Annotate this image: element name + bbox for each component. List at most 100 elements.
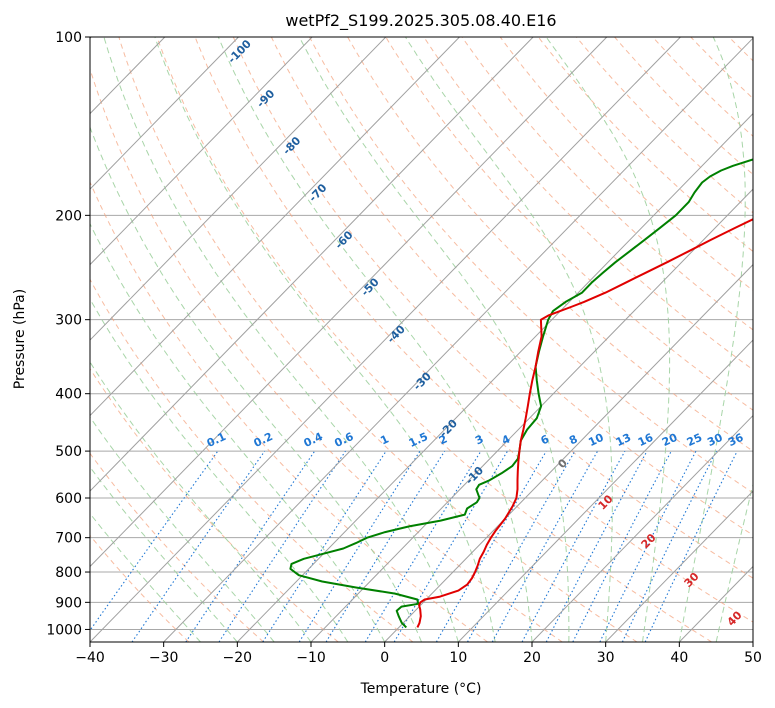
moist-adiabat-line	[90, 222, 386, 642]
isotherm-label: -40	[385, 322, 408, 346]
isotherm-label: -60	[332, 228, 355, 252]
dry-adiabat-line	[90, 367, 339, 642]
y-tick-label: 800	[55, 565, 82, 581]
isotherm-line	[90, 37, 681, 642]
mixing-ratio-line	[185, 450, 316, 642]
moist-adiabat-line	[545, 37, 671, 642]
moist-adiabat-line	[90, 512, 201, 642]
isotherm-line	[90, 37, 387, 341]
x-tick-label: 0	[380, 650, 389, 666]
x-tick-label: 50	[744, 650, 762, 666]
mixing-ratio-line	[393, 450, 508, 642]
y-tick-label: 1000	[46, 622, 82, 638]
moist-adiabat-line	[405, 37, 613, 642]
mixing-ratio-label: 0.1	[205, 430, 228, 450]
isotherm-label: 10	[596, 492, 616, 512]
mixing-ratio-label: 13	[614, 431, 633, 449]
moist-adiabat-line	[90, 466, 238, 642]
mixing-ratio-line	[90, 450, 219, 632]
mixing-ratio-label: 25	[685, 431, 704, 449]
isotherm-line	[457, 339, 753, 642]
moist-adiabat-line	[154, 37, 496, 642]
x-tick-label: −30	[149, 650, 179, 666]
dry-adiabat-line	[270, 37, 753, 536]
isotherm-line	[163, 37, 753, 642]
mixing-ratio-label: 8	[567, 432, 579, 447]
mixing-ratio-line	[545, 450, 648, 642]
dry-adiabat-line	[385, 37, 753, 411]
moist-adiabat-line	[217, 37, 533, 642]
mixing-ratio-label: 0.2	[252, 430, 275, 450]
mixing-ratio-line	[644, 450, 738, 642]
mixing-ratio-label: 4	[500, 432, 513, 447]
dry-adiabat-line	[156, 37, 712, 642]
y-tick-label: 300	[55, 313, 82, 329]
mixing-ratio-line	[262, 450, 387, 642]
isotherm-label: -90	[254, 87, 277, 111]
temperature-line	[416, 218, 753, 628]
isotherm-label: 40	[725, 608, 745, 628]
mixing-ratio-label: 0.4	[302, 430, 325, 450]
dry-adiabat-line	[232, 37, 753, 579]
isotherm-line	[531, 414, 753, 642]
mixing-ratio-line	[364, 450, 482, 642]
dry-adiabat-line	[652, 37, 753, 137]
isotherm-label: 0	[555, 456, 570, 471]
isotherm-line	[90, 37, 534, 492]
mixing-ratio-line	[218, 450, 346, 642]
dry-adiabat-line	[194, 37, 753, 623]
isotherm-label: 20	[639, 531, 659, 551]
y-tick-label: 600	[55, 491, 82, 507]
dry-adiabat-line	[423, 37, 753, 371]
mixing-ratio-label: 6	[539, 432, 552, 447]
y-tick-label: 200	[55, 208, 82, 224]
isotherm-line	[236, 112, 753, 642]
isotherm-line	[605, 490, 753, 642]
y-tick-label: 700	[55, 531, 82, 547]
y-tick-label: 400	[55, 387, 82, 403]
dry-adiabat-line	[90, 278, 414, 642]
isotherm-label: 30	[682, 570, 702, 590]
isotherm-label: -30	[411, 369, 434, 393]
mixing-ratio-line	[298, 450, 421, 642]
moist-adiabat-line	[90, 361, 312, 642]
isotherm-line	[90, 37, 608, 568]
dry-adiabat-line	[767, 37, 775, 642]
x-tick-label: 20	[523, 650, 541, 666]
dry-adiabat-line	[90, 181, 488, 642]
isotherm-label: -50	[359, 275, 382, 299]
moist-adiabat-line	[715, 482, 753, 642]
x-tick-label: −20	[223, 650, 253, 666]
moist-adiabat-line	[90, 298, 349, 642]
x-tick-label: 40	[670, 650, 688, 666]
moist-adiabat-line	[90, 416, 275, 642]
x-tick-label: −10	[296, 650, 326, 666]
isotherm-label: -100	[225, 37, 254, 66]
mixing-ratio-line	[325, 450, 446, 642]
isotherm-line	[90, 37, 313, 266]
dry-adiabat-line	[118, 37, 638, 642]
moist-adiabat-line	[298, 37, 570, 642]
y-tick-label: 900	[55, 595, 82, 611]
dry-adiabat-line	[90, 534, 190, 642]
mixing-ratio-label: 30	[705, 431, 725, 449]
chart-title: wetPf2_S199.2025.305.08.40.E16	[285, 11, 556, 31]
mixing-ratio-label: 16	[636, 431, 656, 449]
moist-adiabat-line	[90, 125, 422, 642]
mixing-ratio-line	[572, 450, 672, 642]
isotherm-label: -70	[306, 181, 329, 205]
isotherm-line	[90, 37, 239, 190]
isotherm-line	[310, 188, 753, 642]
isotherm-label: -80	[280, 134, 303, 158]
mixing-ratio-line	[491, 450, 599, 642]
mixing-ratio-label: 20	[660, 431, 680, 449]
mixing-ratio-line	[131, 450, 266, 642]
mixing-ratio-line	[621, 450, 717, 642]
moist-adiabat-line	[678, 37, 746, 642]
mixing-ratio-label: 1	[378, 432, 390, 447]
mixing-ratio-label: 0.6	[332, 430, 355, 450]
x-tick-label: −40	[75, 650, 105, 666]
y-tick-label: 500	[55, 444, 82, 460]
mixing-ratio-label: 36	[726, 431, 746, 449]
